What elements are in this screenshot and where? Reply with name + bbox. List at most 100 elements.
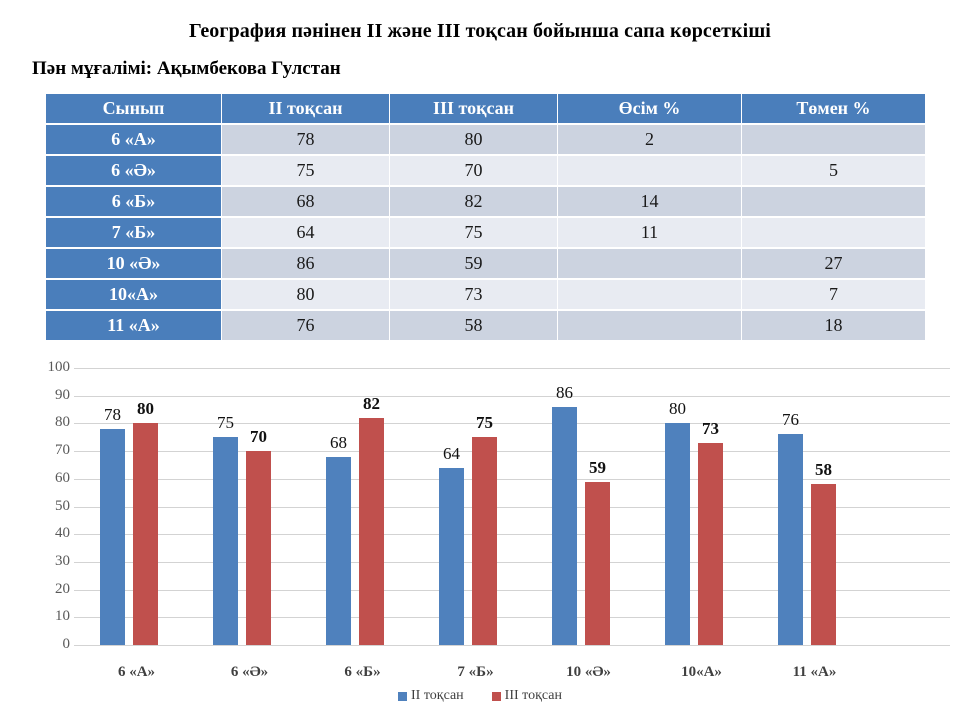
gridline [74, 589, 950, 591]
cell-growth [558, 280, 741, 309]
bar-quarter2 [213, 437, 238, 645]
table-header-row: Сынып II тоқсан III тоқсан Өсім % Төмен … [46, 94, 925, 123]
x-axis-category-label: 10 «Ә» [566, 664, 611, 680]
bar-value-label: 80 [669, 399, 686, 419]
bar-value-label: 64 [443, 443, 460, 463]
y-axis-tick-label: 70 [55, 442, 70, 459]
bar-value-label: 82 [363, 393, 380, 413]
cell-decline: 5 [742, 156, 925, 185]
header-quarter2: II тоқсан [222, 94, 389, 123]
bar-value-label: 78 [104, 404, 121, 424]
cell-class: 6 «Б» [46, 187, 221, 216]
x-axis-category-label: 10«А» [681, 664, 722, 680]
table-row: 6 «Б» 68 82 14 [46, 187, 925, 216]
table-row: 7 «Б» 64 75 11 [46, 218, 925, 247]
cell-quarter3: 73 [390, 280, 557, 309]
bar-quarter3 [133, 423, 158, 645]
plot-area: 78 80 6 «А» 75 70 6 «Ә» 68 82 6 «Б» 64 75 7 «Б» 86 59… [74, 368, 950, 680]
cell-growth: 14 [558, 187, 741, 216]
cell-class: 7 «Б» [46, 218, 221, 247]
bar-value-label: 75 [217, 413, 234, 433]
table-row: 10 «Ә» 86 59 27 [46, 249, 925, 278]
bar-quarter3 [359, 417, 384, 645]
bar-quarter3 [246, 451, 271, 645]
y-axis-tick-label: 50 [55, 497, 70, 514]
bar-quarter2 [439, 467, 464, 645]
x-axis-category-label: 6 «А» [117, 664, 156, 680]
cell-growth [558, 249, 741, 278]
gridline [74, 423, 950, 425]
bar-value-label: 59 [589, 457, 606, 477]
bar-quarter3 [698, 442, 723, 645]
bar-quarter3 [472, 437, 497, 645]
cell-growth [558, 156, 741, 185]
gridline [74, 478, 950, 480]
cell-quarter2: 75 [222, 156, 389, 185]
y-axis-tick-label: 30 [55, 552, 70, 569]
bar-value-label: 75 [476, 413, 493, 433]
cell-quarter3: 58 [390, 311, 557, 340]
bar-quarter2 [100, 428, 125, 645]
cell-quarter2: 78 [222, 125, 389, 154]
bar-value-label: 80 [137, 399, 154, 419]
cell-quarter3: 75 [390, 218, 557, 247]
cell-quarter3: 70 [390, 156, 557, 185]
legend-label: III тоқсан [504, 688, 562, 703]
gridline [74, 506, 950, 508]
y-axis-tick-label: 20 [55, 580, 70, 597]
bar-value-label: 73 [702, 418, 719, 438]
cell-growth [558, 311, 741, 340]
cell-class: 10 «Ә» [46, 249, 221, 278]
gridline [74, 395, 950, 397]
table-row: 10«А» 80 73 7 [46, 280, 925, 309]
header-class: Сынып [46, 94, 221, 123]
cell-quarter3: 80 [390, 125, 557, 154]
bar-quarter3 [811, 484, 836, 645]
gridline [74, 645, 950, 646]
gridline [74, 534, 950, 536]
cell-class: 6 «А» [46, 125, 221, 154]
cell-quarter3: 82 [390, 187, 557, 216]
x-axis-category-label: 6 «Ә» [230, 664, 269, 680]
cell-quarter2: 76 [222, 311, 389, 340]
header-decline: Төмен % [742, 94, 925, 123]
gridline [74, 368, 950, 369]
cell-decline [742, 125, 925, 154]
y-axis-tick-label: 0 [62, 636, 71, 652]
chart-legend: II тоқсан III тоқсан [0, 688, 960, 704]
cell-growth: 11 [558, 218, 741, 247]
y-axis-tick-label: 90 [55, 386, 70, 403]
header-growth: Өсім % [558, 94, 741, 123]
y-axis-tick-label: 40 [55, 525, 70, 542]
header-quarter3: III тоқсан [390, 94, 557, 123]
cell-class: 11 «А» [46, 311, 221, 340]
x-axis-category-label: 7 «Б» [457, 664, 494, 680]
y-axis-tick-label: 100 [47, 359, 71, 375]
x-axis-category-label: 6 «Б» [344, 664, 381, 680]
cell-class: 10«А» [46, 280, 221, 309]
bar-quarter2 [778, 434, 803, 645]
cell-decline: 7 [742, 280, 925, 309]
legend-item[interactable]: II тоқсан [398, 688, 464, 704]
gridline [74, 561, 950, 563]
y-axis-tick-label: 10 [55, 608, 70, 625]
gridline [74, 451, 950, 453]
bar-value-label: 68 [330, 432, 347, 452]
cell-growth: 2 [558, 125, 741, 154]
cell-quarter2: 86 [222, 249, 389, 278]
legend-swatch-icon [398, 691, 408, 701]
cell-class: 6 «Ә» [46, 156, 221, 185]
cell-quarter2: 68 [222, 187, 389, 216]
bar-value-label: 70 [250, 427, 267, 447]
cell-quarter2: 80 [222, 280, 389, 309]
legend-item[interactable]: III тоқсан [491, 688, 562, 704]
table-row: 6 «Ә» 75 70 5 [46, 156, 925, 185]
bar-quarter3 [585, 481, 610, 645]
legend-swatch-icon [491, 691, 501, 701]
table-body: 6 «А» 78 80 2 6 «Ә» 75 70 5 6 «Б» 68 82 14 7 «Б» 64 75… [46, 125, 925, 340]
y-axis-tick-label: 80 [55, 414, 70, 431]
cell-quarter3: 59 [390, 249, 557, 278]
table-row: 11 «А» 76 58 18 [46, 311, 925, 340]
bar-value-label: 76 [782, 410, 799, 430]
cell-decline [742, 218, 925, 247]
